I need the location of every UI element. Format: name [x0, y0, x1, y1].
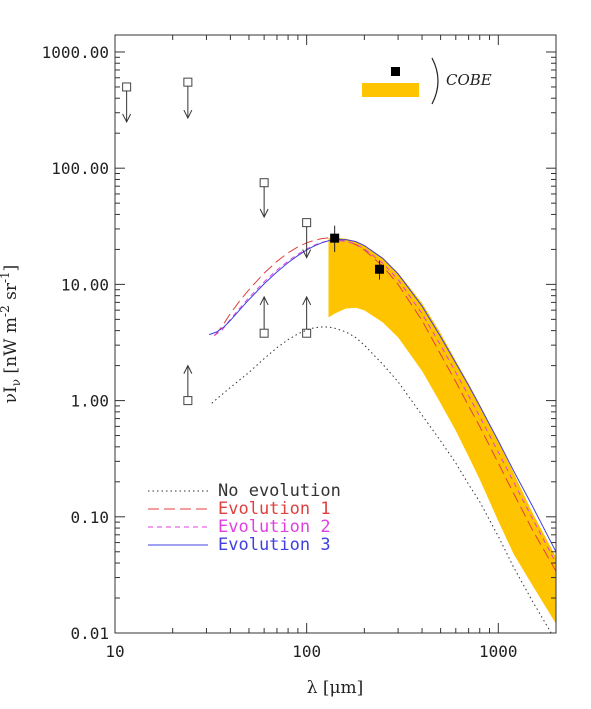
y-axis-title-unit: [nW m	[1, 317, 21, 379]
y-tick-label-2: 0.10	[70, 508, 109, 527]
lower-limit-arrow-3-head	[302, 295, 312, 306]
legend-label-4: Evolution 3	[218, 535, 331, 555]
legend-label-2: Evolution 1	[218, 499, 331, 519]
y-axis-title-unit2: sr	[1, 282, 21, 305]
upper-limit-arrow-1-head	[122, 113, 132, 124]
cobe-point-1	[330, 233, 340, 243]
y-axis-title-main: νI	[1, 386, 21, 403]
lower-limit-marker-3	[302, 328, 312, 338]
lower-limit-arrow-1-head	[183, 364, 193, 374]
x-axis-title: λ [μm]	[307, 678, 364, 698]
lower-limit-marker-1	[183, 396, 193, 406]
y-tick-label-5: 100.00	[51, 159, 109, 178]
upper-limit-arrow-3-head	[259, 208, 269, 219]
plot-frame	[114, 34, 557, 634]
x-tick-label-3: 1000	[479, 642, 518, 661]
cobe-band-layer	[328, 237, 556, 624]
cobe-key-brace	[431, 57, 439, 105]
y-tick-label-1: 0.01	[70, 624, 109, 643]
cobe-legend: COBE	[362, 57, 492, 105]
y-axis-title-end: ]	[1, 265, 21, 272]
upper-limit-marker-3	[259, 178, 269, 188]
upper-limit-marker-2	[183, 77, 193, 87]
upper-limit-marker-1	[122, 82, 132, 92]
y-axis-title-sup1: -2	[0, 305, 12, 317]
y-axis-title-sub: ν	[9, 379, 23, 386]
y-axis-title: νIν [nW m-2 sr-1]	[0, 265, 23, 404]
series-line-3	[214, 239, 556, 564]
legend-label-1: No evolution	[218, 481, 341, 501]
marker-layer	[122, 77, 385, 406]
y-axis-title-sup2: -1	[0, 271, 12, 283]
x-tick-label-1: 10	[105, 642, 124, 661]
upper-limit-arrow-2-head	[183, 109, 193, 120]
cobe-key-label: COBE	[446, 71, 492, 89]
lower-limit-arrow-2-head	[259, 295, 269, 306]
cobe-key-band	[362, 83, 419, 97]
y-tick-label-6: 1000.00	[42, 43, 109, 62]
cobe-key-point	[391, 67, 400, 76]
cobe-point-2	[375, 264, 385, 274]
y-tick-label-3: 1.00	[70, 392, 109, 411]
x-tick-label-2: 100	[292, 642, 321, 661]
cobe-band	[328, 237, 556, 624]
series-line-1	[211, 326, 552, 633]
upper-limit-arrow-4-head	[302, 249, 312, 259]
y-tick-label-4: 10.00	[61, 275, 109, 294]
legend-label-3: Evolution 2	[218, 517, 331, 537]
upper-limit-marker-4	[302, 218, 312, 228]
lower-limit-marker-2	[259, 328, 269, 338]
tick-layer: 10 100 1000 0.01 0.10 1.00 10.00 100.00 1000.00	[42, 35, 557, 661]
